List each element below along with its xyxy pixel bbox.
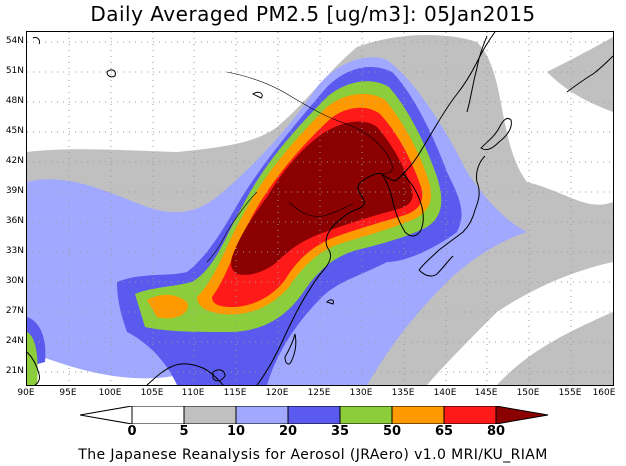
coastlines — [27, 32, 613, 385]
colorbar-swatch — [235, 406, 289, 424]
lon-label: 145E — [474, 388, 498, 398]
colorbar-swatch — [183, 406, 237, 424]
lon-label: 160E — [592, 388, 616, 398]
colorbar-swatch — [339, 406, 393, 424]
lat-label: 36N — [5, 216, 24, 226]
lat-label: 54N — [5, 36, 24, 46]
lon-label: 95E — [59, 388, 77, 398]
lat-label: 33N — [5, 246, 24, 256]
contour-80-plus — [231, 121, 413, 275]
lat-label: 21N — [5, 366, 24, 376]
colorbar — [80, 406, 549, 424]
lat-label: 27N — [5, 306, 24, 316]
colorbar-label: 20 — [278, 424, 298, 439]
lat-label: 42N — [5, 156, 24, 166]
colorbar-swatch — [391, 406, 445, 424]
colorbar-swatch — [287, 406, 341, 424]
graticule — [27, 32, 613, 385]
pm25-field — [27, 32, 613, 385]
lon-label: 135E — [391, 388, 415, 398]
lon-label: 115E — [223, 388, 247, 398]
lon-label: 140E — [433, 388, 457, 398]
lat-label: 39N — [5, 186, 24, 196]
lon-label: 105E — [140, 388, 164, 398]
lon-label: 120E — [265, 388, 289, 398]
colorbar-label: 65 — [434, 424, 454, 439]
colorbar-swatch — [443, 406, 497, 424]
lat-label: 45N — [5, 126, 24, 136]
lat-label: 48N — [5, 96, 24, 106]
colorbar-swatch — [80, 406, 133, 424]
lon-label: 110E — [181, 388, 205, 398]
contour-10-20 — [27, 227, 137, 277]
colorbar-label: 0 — [127, 424, 137, 439]
lat-label: 30N — [5, 276, 24, 286]
contour-5-10 — [547, 37, 613, 112]
colorbar-swatch — [495, 406, 549, 424]
map-title: Daily Averaged PM2.5 [ug/m3]: 05Jan2015 — [90, 2, 536, 26]
colorbar-label: 5 — [179, 424, 189, 439]
lon-label: 90E — [17, 388, 35, 398]
lon-label: 125E — [307, 388, 331, 398]
lat-label: 24N — [5, 336, 24, 346]
lon-label: 150E — [516, 388, 540, 398]
contour-5-10 — [497, 312, 613, 385]
lon-label: 100E — [98, 388, 122, 398]
colorbar-label: 80 — [486, 424, 506, 439]
footer-credit: The Japanese Reanalysis for Aerosol (JRA… — [78, 447, 548, 463]
map-plot — [26, 31, 614, 386]
lon-label: 155E — [558, 388, 582, 398]
lat-label: 51N — [5, 66, 24, 76]
country-borders — [206, 71, 393, 263]
colorbar-label: 50 — [382, 424, 402, 439]
colorbar-label: 10 — [226, 424, 246, 439]
colorbar-swatch — [131, 406, 185, 424]
lon-label: 130E — [349, 388, 373, 398]
colorbar-label: 35 — [330, 424, 350, 439]
